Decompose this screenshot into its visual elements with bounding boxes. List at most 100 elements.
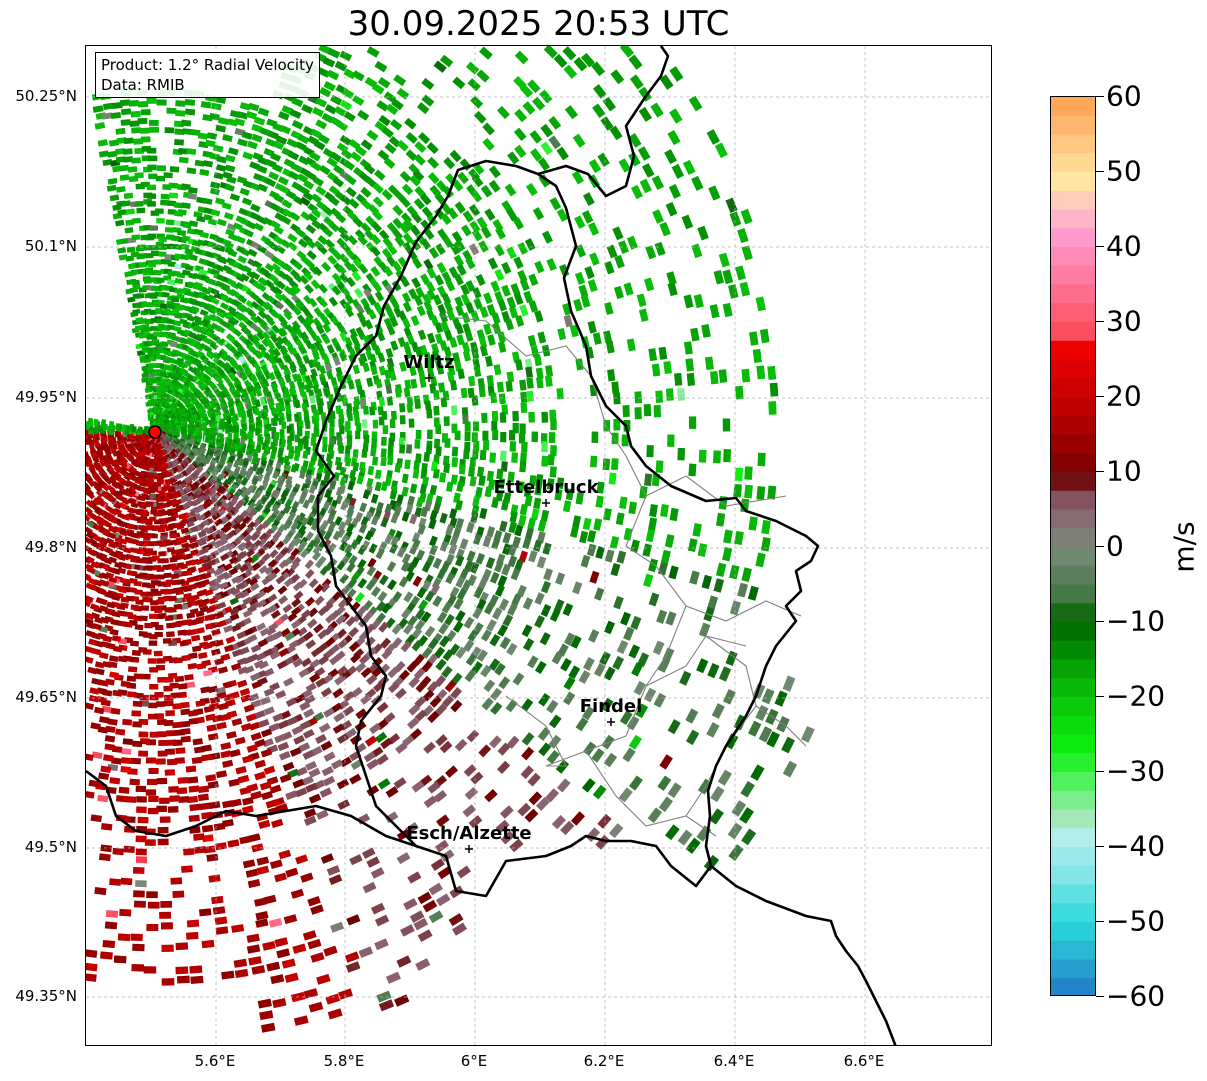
radar-gate — [247, 248, 258, 258]
radar-gate — [282, 387, 290, 396]
radar-gate — [178, 147, 189, 155]
radar-gate — [389, 543, 399, 554]
radar-gate — [198, 785, 210, 794]
radar-gate — [115, 156, 126, 163]
radar-gate — [488, 165, 501, 179]
radar-gate — [423, 300, 433, 312]
radar-gate — [318, 46, 332, 55]
radar-gate — [494, 268, 505, 282]
radar-gate — [164, 226, 174, 233]
radar-gate — [531, 508, 540, 521]
radar-gate — [229, 749, 241, 758]
radar-gate — [236, 679, 248, 688]
radar-gate — [546, 699, 559, 714]
radar-gate — [421, 94, 435, 107]
radar-gate — [381, 189, 393, 201]
radar-gate — [227, 147, 239, 156]
radar-gate — [240, 248, 251, 257]
radar-gate — [174, 128, 185, 136]
radar-gate — [366, 477, 374, 488]
radar-gate — [604, 260, 615, 275]
radar-gate — [173, 202, 184, 209]
radar-gate — [237, 295, 248, 304]
radar-gate — [722, 418, 731, 432]
map-panel[interactable]: Wiltz Ettelbruck Findel Esch/Alzette — [85, 45, 992, 1046]
radar-gate — [581, 210, 594, 224]
radar-gate — [430, 314, 440, 326]
radar-gate — [287, 150, 300, 161]
radar-gate — [120, 108, 132, 116]
radar-gate — [294, 399, 301, 409]
radar-gate — [315, 119, 328, 130]
radar-gate — [143, 224, 152, 231]
radar-gate — [303, 708, 315, 719]
radar-gate — [321, 765, 334, 777]
radar-gate — [500, 499, 510, 511]
radar-gate — [405, 132, 418, 144]
radar-gate — [163, 365, 172, 372]
radar-gate — [513, 127, 527, 142]
radar-gate — [317, 244, 328, 255]
radar-gate — [445, 279, 456, 292]
radar-gate — [602, 96, 617, 112]
radar-gate — [256, 283, 267, 293]
radar-gate — [412, 257, 423, 270]
radar-gate — [633, 680, 646, 696]
radar-gate — [451, 457, 459, 468]
radar-gate — [536, 377, 544, 389]
radar-gate — [630, 539, 640, 553]
radar-gate — [361, 419, 368, 429]
radar-gate — [308, 1001, 324, 1013]
radar-gate — [188, 186, 198, 194]
radar-gate — [444, 355, 453, 366]
radar-gate — [686, 372, 696, 387]
radar-gate — [698, 622, 711, 638]
radar-gate — [370, 245, 381, 257]
radar-gate — [239, 273, 250, 282]
radar-gate — [574, 215, 586, 229]
radar-gate — [313, 140, 326, 151]
radar-gate — [169, 556, 178, 563]
radar-gate — [134, 200, 144, 207]
radar-gate — [263, 765, 276, 775]
radar-gate — [505, 380, 513, 392]
radar-gate — [256, 865, 270, 875]
radar-gate — [301, 402, 308, 412]
radar-gate — [374, 60, 388, 73]
radar-gate — [434, 438, 441, 449]
radar-gate — [269, 859, 283, 870]
radar-gate — [228, 778, 240, 787]
radar-gate — [371, 456, 379, 466]
radar-gate — [320, 740, 333, 752]
radar-gate — [416, 102, 430, 115]
radar-gate — [224, 241, 234, 250]
radar-gate — [401, 511, 410, 522]
radar-gate — [718, 252, 730, 268]
radar-gate — [444, 329, 453, 341]
radar-gate — [679, 670, 692, 686]
radar-gate — [178, 156, 189, 164]
radar-gate — [265, 799, 278, 809]
radar-gate — [461, 341, 471, 353]
radar-gate — [334, 60, 348, 72]
radar-gate — [569, 324, 579, 338]
radar-gate — [231, 718, 243, 727]
radar-gate — [613, 285, 624, 300]
radar-gate — [514, 50, 529, 65]
radar-gate — [415, 958, 431, 971]
radar-gate — [146, 97, 157, 104]
radar-gate — [501, 261, 512, 275]
radar-gate — [136, 207, 146, 214]
radar-gate — [698, 449, 707, 463]
radar-gate — [276, 135, 288, 145]
radar-gate — [575, 717, 589, 732]
radar-gate — [506, 208, 518, 222]
radar-gate — [339, 425, 345, 435]
radar-gate — [283, 273, 294, 284]
radar-gate — [595, 834, 610, 850]
radar-gate — [372, 182, 384, 194]
radar-gate — [322, 205, 334, 217]
radar-gate — [489, 735, 502, 749]
radar-gate — [466, 550, 476, 562]
radar-gate — [449, 508, 458, 520]
